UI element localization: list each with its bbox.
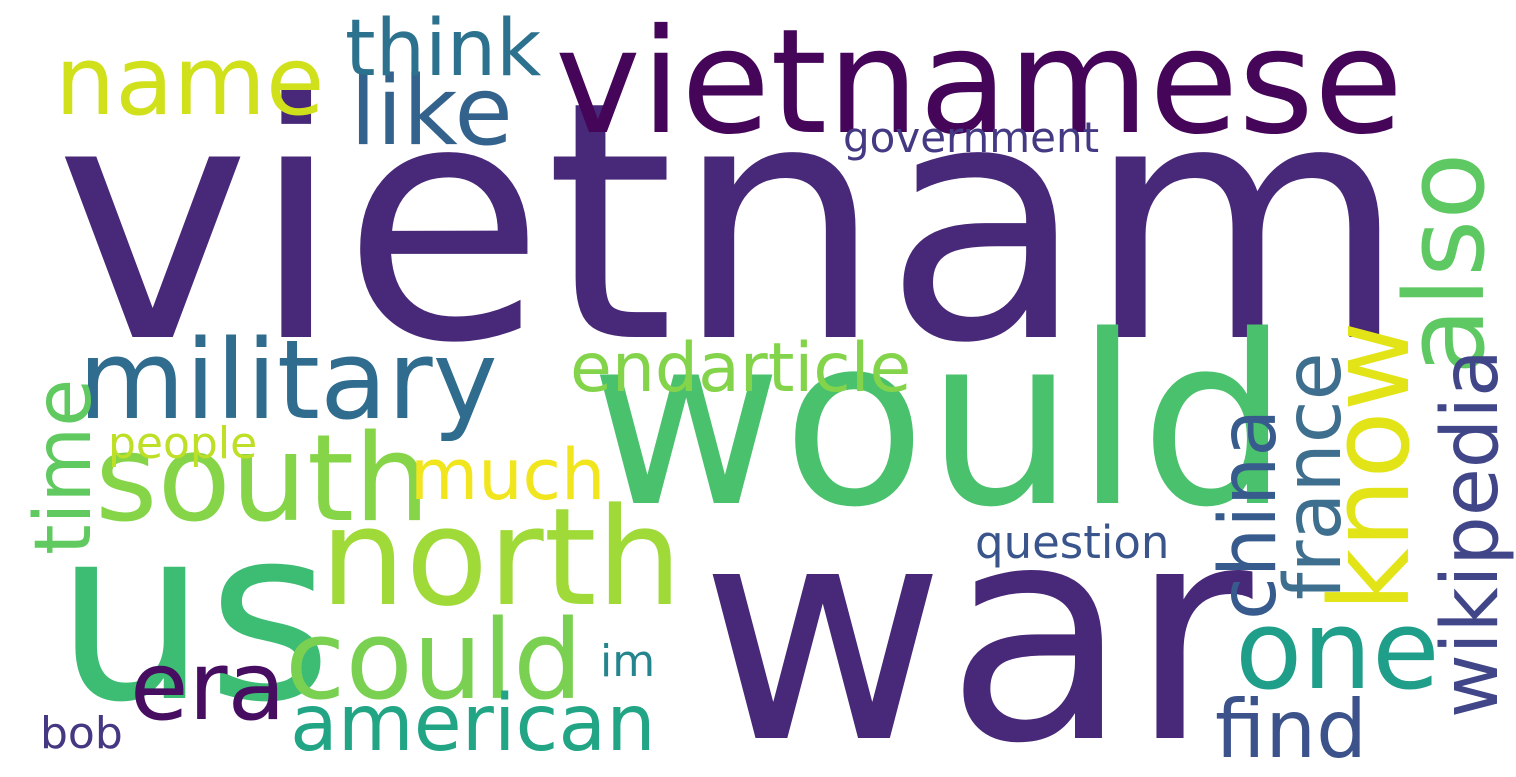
word-like: like <box>350 57 513 167</box>
word-think: think <box>345 4 542 94</box>
word-era: era <box>130 632 286 742</box>
word-im: im <box>600 636 656 687</box>
word-people: people <box>108 418 258 469</box>
word-south: south <box>95 410 431 549</box>
word-time: time <box>19 378 109 555</box>
word-much: much <box>410 434 606 516</box>
word-would: would <box>590 286 1290 559</box>
word-war: war <box>700 460 1253 777</box>
word-us: us <box>55 475 333 755</box>
word-vietnam: vietnam <box>55 31 1408 415</box>
word-vietnamese: vietnamese <box>555 0 1404 167</box>
word-bob: bob <box>40 708 123 759</box>
word-find: find <box>1215 683 1367 776</box>
word-could: could <box>285 596 583 724</box>
word-american: american <box>290 679 656 769</box>
word-government: government <box>843 113 1100 162</box>
word-name: name <box>55 27 325 137</box>
word-north: north <box>320 479 683 636</box>
word-military: military <box>78 316 498 444</box>
word-one: one <box>1235 586 1440 714</box>
word-wikipedia: wikipedia <box>1426 349 1516 718</box>
word-endarticle: endarticle <box>570 329 912 408</box>
word-question: question <box>975 516 1170 569</box>
word-china: china <box>1204 408 1294 620</box>
